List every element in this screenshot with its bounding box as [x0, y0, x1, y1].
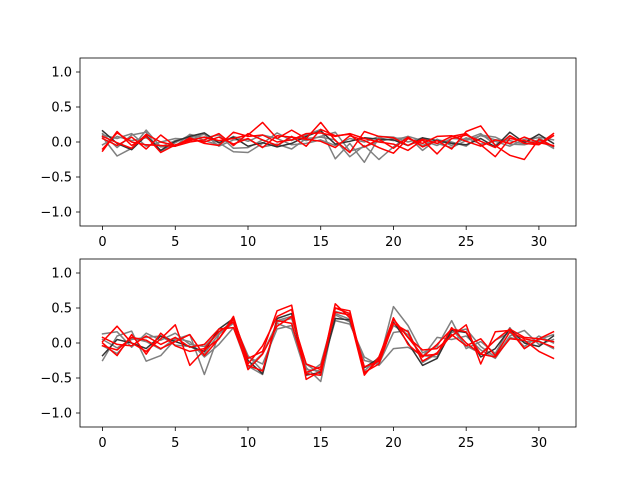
top-y-tick-labels: 1.0 0.5 0.0 −0.5 −1.0 [40, 66, 72, 221]
y-tick-label: 0.0 [51, 136, 72, 151]
series-group [101, 303, 555, 383]
series-group [101, 121, 555, 164]
x-tick-label: 15 [312, 235, 329, 250]
x-tick-label: 5 [171, 235, 179, 250]
x-tick-label: 5 [171, 436, 179, 451]
series-line [101, 133, 555, 154]
x-tick-label: 30 [531, 436, 548, 451]
y-tick-label: −0.5 [40, 171, 72, 186]
y-tick-label: 0.5 [51, 302, 72, 317]
x-tick-label: 15 [312, 436, 329, 451]
top-subplot: 0 5 10 15 20 25 30 1.0 0.5 0.0 −0.5 −1.0 [40, 57, 577, 250]
bottom-y-tick-labels: 1.0 0.5 0.0 −0.5 −1.0 [40, 267, 72, 422]
bottom-x-tick-labels: 0 5 10 15 20 25 30 [98, 436, 547, 451]
x-tick-label: 25 [458, 436, 475, 451]
y-tick-label: −1.0 [40, 206, 72, 221]
x-tick-label: 0 [98, 436, 106, 451]
x-tick-label: 25 [458, 235, 475, 250]
x-tick-label: 20 [385, 436, 402, 451]
y-tick-label: 0.0 [51, 337, 72, 352]
x-tick-label: 10 [240, 436, 257, 451]
x-tick-label: 10 [240, 235, 257, 250]
series-line [101, 311, 555, 374]
y-tick-label: −1.0 [40, 407, 72, 422]
x-tick-label: 0 [98, 235, 106, 250]
bottom-subplot: 0 5 10 15 20 25 30 1.0 0.5 0.0 −0.5 −1.0 [40, 258, 577, 451]
x-tick-label: 30 [531, 235, 548, 250]
x-tick-label: 20 [385, 235, 402, 250]
y-tick-label: 0.5 [51, 101, 72, 116]
series-line [101, 131, 555, 153]
series-line [101, 125, 555, 161]
y-tick-label: 1.0 [51, 66, 72, 81]
y-tick-label: −0.5 [40, 372, 72, 387]
y-tick-label: 1.0 [51, 267, 72, 282]
top-x-tick-labels: 0 5 10 15 20 25 30 [98, 235, 547, 250]
